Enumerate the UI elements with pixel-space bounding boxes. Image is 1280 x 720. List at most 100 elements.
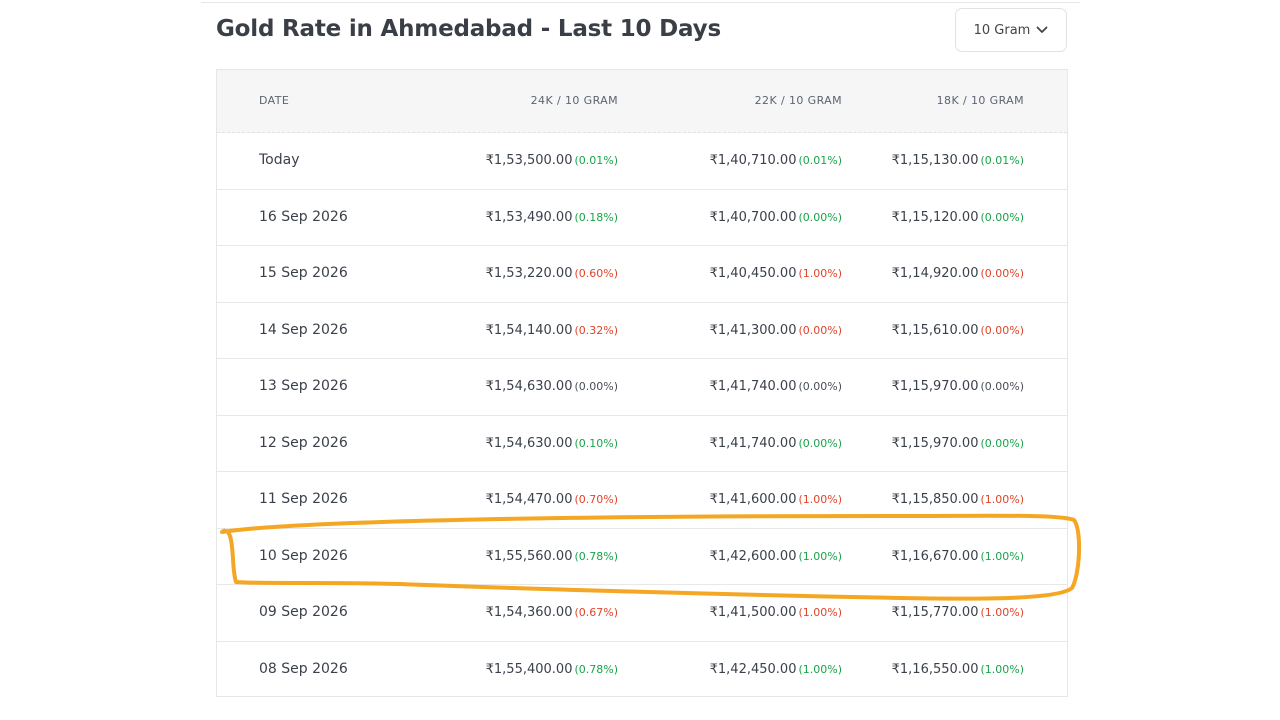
price-18k: ₹1,15,970.00 (0.00%): [892, 379, 1024, 394]
price-18k-change: (0.00%): [980, 436, 1024, 450]
price-18k: ₹1,15,130.00 (0.01%): [892, 153, 1024, 168]
price-24k-change: (0.01%): [574, 154, 618, 167]
price-24k-change: (0.78%): [574, 549, 618, 563]
price-22k: ₹1,41,600.00 (1.00%): [710, 492, 842, 507]
price-18k: ₹1,15,610.00 (0.00%): [892, 323, 1024, 338]
price-18k-change: (1.00%): [980, 493, 1024, 506]
top-divider: [201, 2, 1080, 3]
price-18k: ₹1,16,670.00 (1.00%): [892, 549, 1024, 564]
table-row: 09 Sep 2026 ₹1,54,360.00 (0.67%) ₹1,41,500.…: [217, 585, 1067, 642]
price-24k: ₹1,53,220.00 (0.60%): [486, 266, 618, 281]
price-22k-change: (0.00%): [798, 323, 842, 337]
price-18k-change: (1.00%): [980, 549, 1024, 563]
price-22k-value: ₹1,41,600.00: [709, 492, 797, 507]
header-date: DATE: [259, 94, 290, 107]
price-22k: ₹1,42,450.00 (1.00%): [710, 662, 842, 677]
price-22k: ₹1,41,740.00 (0.00%): [710, 379, 842, 394]
row-date: 12 Sep 2026: [259, 434, 348, 451]
header-18k: 18K / 10 GRAM: [936, 94, 1024, 107]
price-22k-change: (0.00%): [798, 436, 842, 450]
price-22k-value: ₹1,41,500.00: [709, 605, 797, 620]
table-row: 12 Sep 2026 ₹1,54,630.00 (0.10%) ₹1,41,740.…: [217, 416, 1067, 472]
price-22k-change: (1.00%): [798, 493, 842, 506]
price-22k-change: (0.00%): [798, 210, 842, 224]
row-date: 16 Sep 2026: [259, 208, 348, 225]
table-row: 16 Sep 2026 ₹1,53,490.00 (0.18%) ₹1,40,700.…: [217, 190, 1067, 246]
row-date: 11 Sep 2026: [259, 491, 348, 507]
price-18k-change: (1.00%): [980, 662, 1024, 676]
price-18k-value: ₹1,15,970.00: [891, 379, 979, 394]
price-18k-change: (0.00%): [980, 380, 1024, 393]
price-24k: ₹1,54,140.00 (0.32%): [486, 323, 618, 338]
price-24k: ₹1,54,630.00 (0.10%): [486, 436, 618, 451]
price-18k-value: ₹1,15,130.00: [891, 153, 979, 168]
price-18k-change: (1.00%): [980, 606, 1024, 619]
price-18k-value: ₹1,15,970.00: [891, 435, 979, 451]
price-24k-change: (0.10%): [574, 436, 618, 450]
price-22k-value: ₹1,40,700.00: [709, 209, 797, 225]
header-22k: 22K / 10 GRAM: [754, 94, 842, 107]
price-24k: ₹1,54,360.00 (0.67%): [486, 605, 618, 620]
page-title: Gold Rate in Ahmedabad - Last 10 Days: [216, 16, 721, 42]
price-18k-change: (0.00%): [980, 210, 1024, 224]
price-18k-change: (0.01%): [980, 154, 1024, 167]
price-18k-change: (0.00%): [980, 267, 1024, 280]
price-24k: ₹1,53,490.00 (0.18%): [486, 210, 618, 225]
table-row: Today ₹1,53,500.00 (0.01%) ₹1,40,710.00 (0.0…: [217, 133, 1067, 190]
price-22k: ₹1,41,740.00 (0.00%): [710, 436, 842, 451]
price-24k-value: ₹1,54,630.00: [485, 379, 573, 394]
price-18k: ₹1,16,550.00 (1.00%): [892, 662, 1024, 677]
price-22k-value: ₹1,42,450.00: [709, 661, 797, 677]
table-row: 08 Sep 2026 ₹1,55,400.00 (0.78%) ₹1,42,450.…: [217, 642, 1067, 699]
price-22k-change: (1.00%): [798, 549, 842, 563]
price-18k-value: ₹1,16,670.00: [891, 548, 979, 564]
price-22k: ₹1,40,450.00 (1.00%): [710, 266, 842, 281]
unit-dropdown[interactable]: 10 Gram: [955, 8, 1067, 52]
price-22k-value: ₹1,40,710.00: [709, 153, 797, 168]
price-24k: ₹1,55,560.00 (0.78%): [486, 549, 618, 564]
price-22k-change: (1.00%): [798, 267, 842, 280]
table-row: 15 Sep 2026 ₹1,53,220.00 (0.60%) ₹1,40,450.…: [217, 246, 1067, 303]
price-18k: ₹1,15,120.00 (0.00%): [892, 210, 1024, 225]
price-24k-value: ₹1,55,400.00: [485, 661, 573, 677]
row-date: 15 Sep 2026: [259, 265, 348, 281]
price-22k: ₹1,40,700.00 (0.00%): [710, 210, 842, 225]
price-22k: ₹1,41,500.00 (1.00%): [710, 605, 842, 620]
price-18k: ₹1,15,970.00 (0.00%): [892, 436, 1024, 451]
header-24k: 24K / 10 GRAM: [530, 94, 618, 107]
gold-rate-table: DATE 24K / 10 GRAM 22K / 10 GRAM 18K / 1…: [216, 69, 1068, 697]
price-24k-change: (0.67%): [574, 606, 618, 619]
price-22k-value: ₹1,41,740.00: [709, 379, 797, 394]
price-24k-value: ₹1,53,500.00: [485, 153, 573, 168]
price-18k-value: ₹1,16,550.00: [891, 661, 979, 677]
price-18k-value: ₹1,15,770.00: [891, 605, 979, 620]
price-24k-change: (0.00%): [574, 380, 618, 393]
price-24k-change: (0.70%): [574, 493, 618, 506]
table-row: 14 Sep 2026 ₹1,54,140.00 (0.32%) ₹1,41,300.…: [217, 303, 1067, 359]
price-22k-change: (1.00%): [798, 606, 842, 619]
price-24k: ₹1,53,500.00 (0.01%): [486, 153, 618, 168]
price-24k-value: ₹1,54,360.00: [485, 605, 573, 620]
price-18k-change: (0.00%): [980, 323, 1024, 337]
price-24k: ₹1,55,400.00 (0.78%): [486, 662, 618, 677]
chevron-down-icon: [1036, 26, 1048, 33]
price-24k-value: ₹1,53,220.00: [485, 266, 573, 281]
price-22k: ₹1,42,600.00 (1.00%): [710, 549, 842, 564]
table-row: 10 Sep 2026 ₹1,55,560.00 (0.78%) ₹1,42,600.…: [217, 529, 1067, 585]
table-row: 11 Sep 2026 ₹1,54,470.00 (0.70%) ₹1,41,600.…: [217, 472, 1067, 529]
price-18k-value: ₹1,14,920.00: [891, 266, 979, 281]
price-24k-change: (0.78%): [574, 662, 618, 676]
price-24k-change: (0.18%): [574, 210, 618, 224]
table-row: 13 Sep 2026 ₹1,54,630.00 (0.00%) ₹1,41,740.…: [217, 359, 1067, 416]
price-22k-change: (1.00%): [798, 662, 842, 676]
price-18k: ₹1,15,850.00 (1.00%): [892, 492, 1024, 507]
price-24k-value: ₹1,54,140.00: [485, 322, 573, 338]
price-18k-value: ₹1,15,120.00: [891, 209, 979, 225]
price-22k-value: ₹1,41,300.00: [709, 322, 797, 338]
price-22k: ₹1,40,710.00 (0.01%): [710, 153, 842, 168]
price-22k-value: ₹1,40,450.00: [709, 266, 797, 281]
price-22k-change: (0.00%): [798, 380, 842, 393]
row-date: Today: [259, 152, 300, 168]
price-18k-value: ₹1,15,610.00: [891, 322, 979, 338]
row-date: 08 Sep 2026: [259, 660, 348, 677]
